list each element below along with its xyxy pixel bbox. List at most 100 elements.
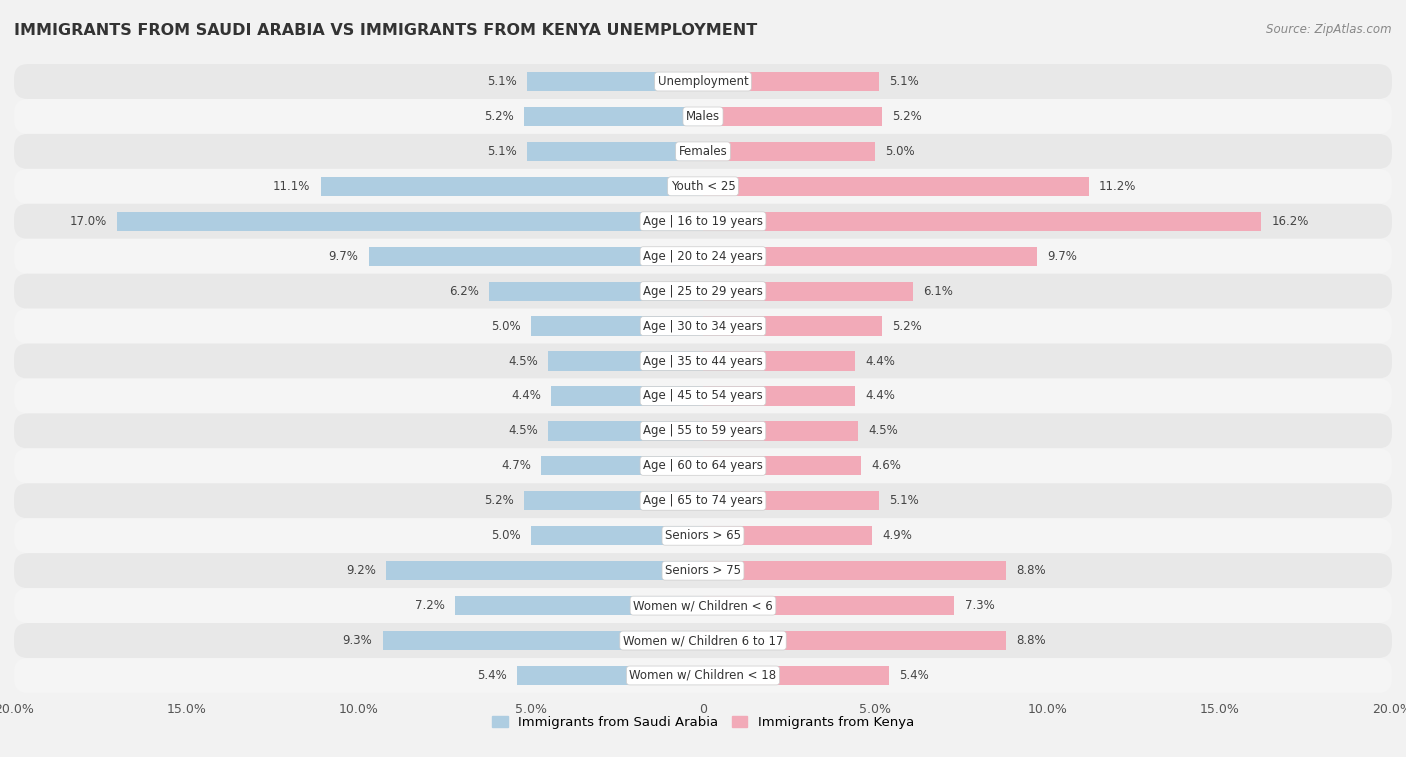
Text: 8.8%: 8.8% <box>1017 564 1046 577</box>
Bar <box>703 666 889 685</box>
Bar <box>524 491 703 510</box>
Bar <box>703 456 862 475</box>
Bar <box>703 631 1007 650</box>
Bar <box>703 176 1088 196</box>
Text: Age | 60 to 64 years: Age | 60 to 64 years <box>643 459 763 472</box>
FancyBboxPatch shape <box>14 274 1392 309</box>
Bar <box>703 107 882 126</box>
Bar <box>548 422 703 441</box>
Text: 5.2%: 5.2% <box>893 319 922 332</box>
Bar <box>703 142 875 161</box>
Text: Women w/ Children 6 to 17: Women w/ Children 6 to 17 <box>623 634 783 647</box>
Text: 6.1%: 6.1% <box>924 285 953 298</box>
Bar <box>703 491 879 510</box>
Bar <box>387 561 703 581</box>
Text: 5.1%: 5.1% <box>889 75 918 88</box>
Bar <box>489 282 703 301</box>
Text: 4.4%: 4.4% <box>865 354 894 368</box>
Text: 6.2%: 6.2% <box>450 285 479 298</box>
Text: 11.1%: 11.1% <box>273 180 311 193</box>
Text: Seniors > 65: Seniors > 65 <box>665 529 741 542</box>
Bar <box>703 386 855 406</box>
Bar <box>703 316 882 335</box>
Text: 5.4%: 5.4% <box>900 669 929 682</box>
Bar <box>321 176 703 196</box>
Text: 5.1%: 5.1% <box>488 75 517 88</box>
Text: Age | 65 to 74 years: Age | 65 to 74 years <box>643 494 763 507</box>
Bar <box>527 142 703 161</box>
Text: Source: ZipAtlas.com: Source: ZipAtlas.com <box>1267 23 1392 36</box>
Bar <box>456 596 703 615</box>
Text: Age | 45 to 54 years: Age | 45 to 54 years <box>643 389 763 403</box>
Bar <box>703 351 855 371</box>
Bar <box>517 666 703 685</box>
Text: 5.2%: 5.2% <box>484 494 513 507</box>
Text: 5.0%: 5.0% <box>886 145 915 158</box>
FancyBboxPatch shape <box>14 448 1392 483</box>
Text: 4.4%: 4.4% <box>865 389 894 403</box>
FancyBboxPatch shape <box>14 99 1392 134</box>
Text: 11.2%: 11.2% <box>1099 180 1136 193</box>
Text: Age | 55 to 59 years: Age | 55 to 59 years <box>643 425 763 438</box>
Text: 4.5%: 4.5% <box>508 354 537 368</box>
Text: 5.4%: 5.4% <box>477 669 506 682</box>
Text: 8.8%: 8.8% <box>1017 634 1046 647</box>
Text: Females: Females <box>679 145 727 158</box>
FancyBboxPatch shape <box>14 553 1392 588</box>
Text: 7.3%: 7.3% <box>965 599 994 612</box>
Bar <box>382 631 703 650</box>
Text: 17.0%: 17.0% <box>70 215 107 228</box>
Bar <box>531 526 703 545</box>
Bar <box>703 422 858 441</box>
Text: Women w/ Children < 18: Women w/ Children < 18 <box>630 669 776 682</box>
FancyBboxPatch shape <box>14 623 1392 658</box>
Text: 5.0%: 5.0% <box>491 319 520 332</box>
Bar <box>524 107 703 126</box>
Text: 4.6%: 4.6% <box>872 459 901 472</box>
Bar <box>703 282 912 301</box>
FancyBboxPatch shape <box>14 413 1392 448</box>
Bar <box>703 212 1261 231</box>
Text: Age | 16 to 19 years: Age | 16 to 19 years <box>643 215 763 228</box>
FancyBboxPatch shape <box>14 238 1392 274</box>
FancyBboxPatch shape <box>14 588 1392 623</box>
Text: 4.9%: 4.9% <box>882 529 912 542</box>
Text: 4.4%: 4.4% <box>512 389 541 403</box>
Text: 5.2%: 5.2% <box>893 110 922 123</box>
Text: Age | 25 to 29 years: Age | 25 to 29 years <box>643 285 763 298</box>
Bar <box>541 456 703 475</box>
FancyBboxPatch shape <box>14 169 1392 204</box>
Bar <box>527 72 703 91</box>
FancyBboxPatch shape <box>14 483 1392 519</box>
Bar <box>703 72 879 91</box>
Text: 5.2%: 5.2% <box>484 110 513 123</box>
Text: 5.1%: 5.1% <box>889 494 918 507</box>
Text: Age | 20 to 24 years: Age | 20 to 24 years <box>643 250 763 263</box>
Bar <box>703 596 955 615</box>
Text: Women w/ Children < 6: Women w/ Children < 6 <box>633 599 773 612</box>
Text: 5.1%: 5.1% <box>488 145 517 158</box>
Text: 7.2%: 7.2% <box>415 599 444 612</box>
Bar <box>703 247 1038 266</box>
FancyBboxPatch shape <box>14 64 1392 99</box>
FancyBboxPatch shape <box>14 309 1392 344</box>
Text: 4.7%: 4.7% <box>501 459 531 472</box>
FancyBboxPatch shape <box>14 204 1392 238</box>
Text: Youth < 25: Youth < 25 <box>671 180 735 193</box>
Text: Unemployment: Unemployment <box>658 75 748 88</box>
Legend: Immigrants from Saudi Arabia, Immigrants from Kenya: Immigrants from Saudi Arabia, Immigrants… <box>486 711 920 734</box>
Text: Males: Males <box>686 110 720 123</box>
Bar <box>551 386 703 406</box>
Bar <box>531 316 703 335</box>
Text: 9.3%: 9.3% <box>343 634 373 647</box>
Bar <box>703 526 872 545</box>
FancyBboxPatch shape <box>14 378 1392 413</box>
FancyBboxPatch shape <box>14 134 1392 169</box>
Bar <box>117 212 703 231</box>
Text: 9.7%: 9.7% <box>329 250 359 263</box>
Text: 4.5%: 4.5% <box>508 425 537 438</box>
Text: 9.2%: 9.2% <box>346 564 375 577</box>
Text: 9.7%: 9.7% <box>1047 250 1077 263</box>
FancyBboxPatch shape <box>14 658 1392 693</box>
Text: IMMIGRANTS FROM SAUDI ARABIA VS IMMIGRANTS FROM KENYA UNEMPLOYMENT: IMMIGRANTS FROM SAUDI ARABIA VS IMMIGRAN… <box>14 23 758 38</box>
